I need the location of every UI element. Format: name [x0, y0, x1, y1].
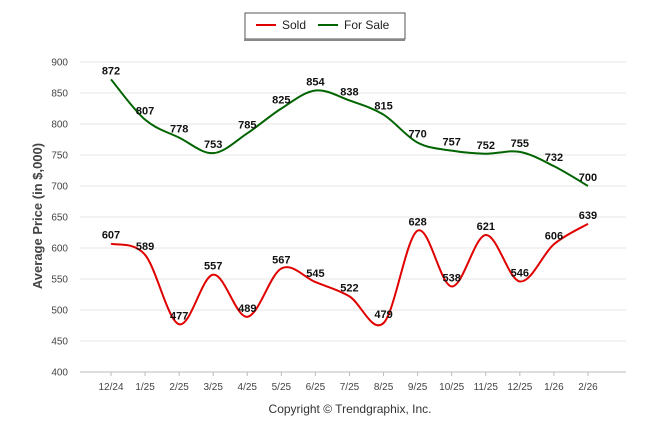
data-label-sold: 589 [136, 241, 154, 253]
x-tick-label: 1/26 [544, 382, 564, 393]
data-label-for-sale: 778 [170, 124, 188, 136]
series-line-for-sale [110, 78, 589, 187]
y-tick-label: 550 [51, 275, 68, 286]
data-label-sold: 479 [374, 309, 392, 321]
y-tick-label: 450 [51, 337, 68, 348]
y-tick-label: 750 [51, 151, 68, 162]
y-tick-labels: 400 450 500 550 600 650 700 750 800 850 900 [51, 58, 68, 379]
y-tick-label: 400 [51, 368, 68, 379]
x-tick-label: 2/25 [169, 382, 189, 393]
copyright-footer: Copyright © Trendgraphix, Inc. [269, 402, 432, 416]
data-label-sold: 545 [306, 268, 324, 280]
y-tick-label: 850 [51, 89, 68, 100]
data-label-for-sale: 755 [511, 138, 529, 150]
x-tick-label: 4/25 [238, 382, 258, 393]
series-lines [110, 78, 589, 327]
data-label-for-sale: 785 [238, 119, 256, 131]
x-tick-label: 6/25 [306, 382, 326, 393]
data-label-for-sale: 825 [272, 95, 290, 107]
data-label-for-sale: 854 [306, 77, 325, 89]
x-tick-label: 2/26 [578, 382, 598, 393]
legend: Sold For Sale [244, 12, 406, 41]
x-tick-label: 7/25 [340, 382, 360, 393]
x-tick-label: 12/24 [98, 382, 123, 393]
data-label-for-sale: 757 [443, 137, 461, 149]
data-label-sold: 567 [272, 254, 290, 266]
x-tick-label: 1/25 [135, 382, 155, 393]
y-tick-label: 700 [51, 182, 68, 193]
x-tick-label: 9/25 [408, 382, 428, 393]
data-label-sold: 546 [511, 267, 529, 279]
y-tick-label: 500 [51, 306, 68, 317]
data-label-for-sale: 700 [579, 172, 597, 184]
data-label-for-sale: 753 [204, 139, 222, 151]
x-tick-label: 11/25 [474, 382, 499, 393]
x-tick-labels: 12/24 1/25 2/25 3/25 4/25 5/25 6/25 7/25 8/25 9/2… [98, 372, 598, 393]
x-tick-label: 10/25 [439, 382, 464, 393]
legend-label-for-sale: For Sale [344, 18, 390, 32]
data-label-sold: 477 [170, 310, 188, 322]
legend-label-sold: Sold [282, 18, 306, 32]
y-axis-title: Average Price (in $,000) [30, 143, 45, 289]
y-tick-label: 650 [51, 213, 68, 224]
data-label-sold: 538 [443, 272, 461, 284]
series-line-sold [110, 222, 589, 327]
y-tick-label: 800 [51, 120, 68, 131]
data-label-for-sale: 770 [408, 129, 426, 141]
data-label-for-sale: 732 [545, 152, 563, 164]
data-label-sold: 628 [408, 217, 426, 229]
y-tick-label: 900 [51, 58, 68, 69]
x-tick-label: 8/25 [374, 382, 394, 393]
data-label-sold: 607 [102, 230, 120, 242]
data-label-sold: 522 [340, 282, 358, 294]
data-label-sold: 489 [238, 303, 256, 315]
x-tick-label: 5/25 [272, 382, 292, 393]
data-label-for-sale: 815 [374, 101, 392, 113]
data-label-for-sale: 752 [477, 140, 495, 152]
x-tick-label: 3/25 [203, 382, 223, 393]
grid-lines [80, 61, 626, 342]
data-label-sold: 606 [545, 230, 563, 242]
data-label-sold: 639 [579, 210, 597, 222]
data-label-for-sale: 872 [102, 65, 120, 77]
data-labels: 607 589 477 557 489 567 545 522 479 628 538 621 546 6… [102, 65, 597, 322]
data-label-sold: 557 [204, 261, 222, 273]
y-tick-label: 600 [51, 244, 68, 255]
data-label-sold: 621 [477, 221, 495, 233]
data-label-for-sale: 807 [136, 106, 154, 118]
data-label-for-sale: 838 [340, 86, 358, 98]
x-tick-label: 12/25 [507, 382, 532, 393]
